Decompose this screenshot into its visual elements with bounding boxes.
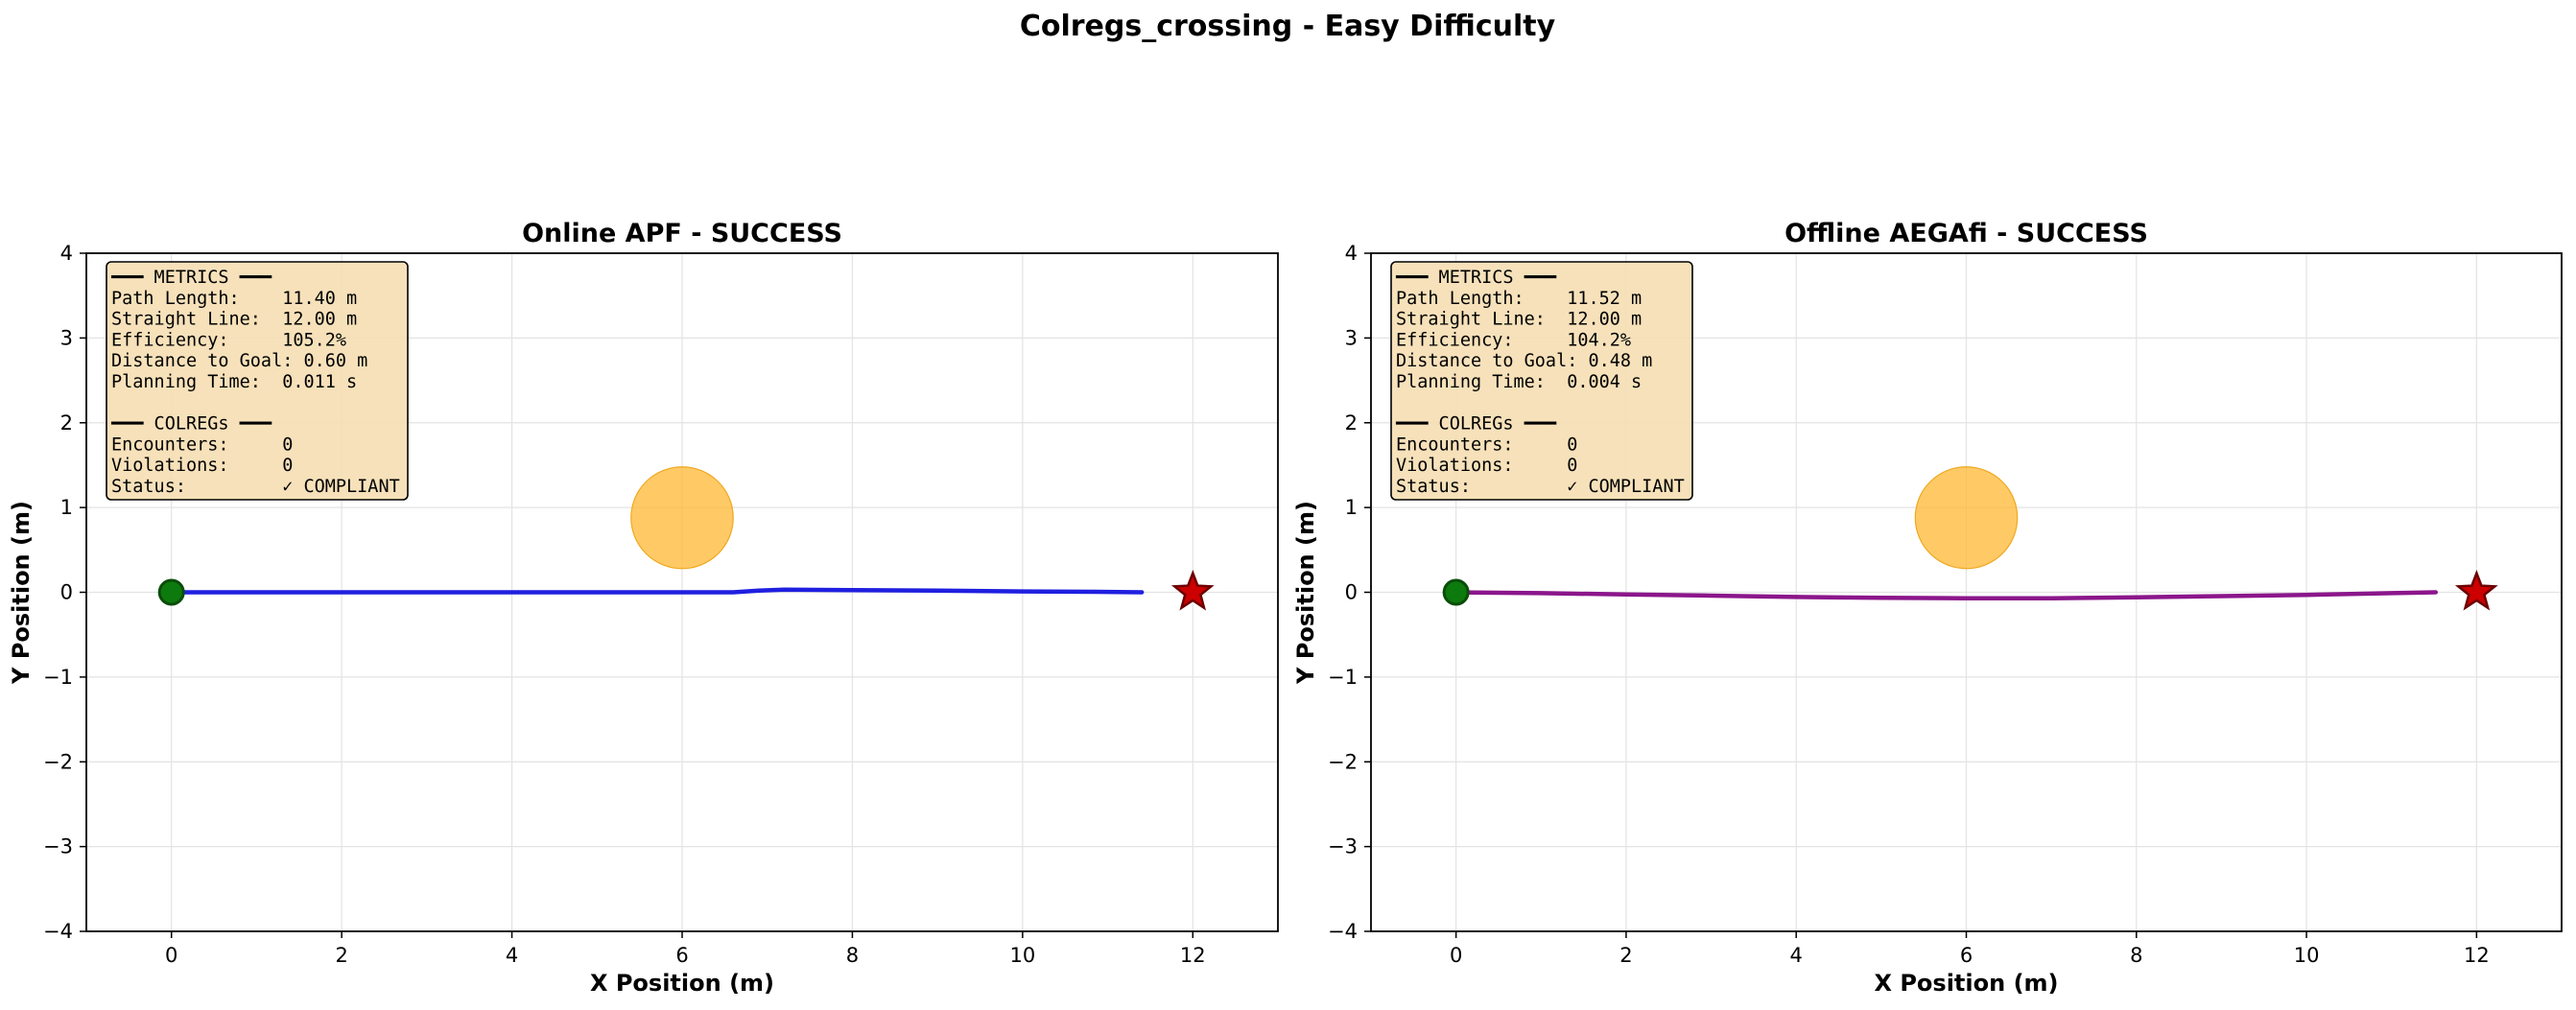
x-tick-label: 4 bbox=[1790, 944, 1803, 967]
y-tick-label: −1 bbox=[1328, 666, 1358, 689]
metrics-line: Path Length: 11.40 m bbox=[111, 289, 357, 309]
metrics-box bbox=[106, 261, 409, 501]
y-tick-label: −2 bbox=[43, 750, 73, 773]
y-tick-label: 3 bbox=[60, 326, 73, 349]
y-tick-label: −3 bbox=[1328, 835, 1358, 858]
x-tick-label: 6 bbox=[1960, 944, 1973, 967]
obstacle-circle bbox=[1914, 466, 2019, 570]
metrics-box bbox=[1390, 261, 1693, 501]
start-marker bbox=[1442, 578, 1470, 606]
metrics-line: Planning Time: 0.004 s bbox=[1396, 372, 1642, 392]
metrics-line: ━━━ METRICS ━━━ bbox=[1395, 268, 1557, 288]
y-tick-label: 3 bbox=[1345, 326, 1358, 349]
y-tick-label: 4 bbox=[60, 242, 73, 265]
y-tick-label: −4 bbox=[1328, 920, 1358, 943]
x-tick-label: 0 bbox=[165, 944, 177, 967]
metrics-line: Efficiency: 105.2% bbox=[111, 330, 346, 350]
x-tick-label: 0 bbox=[1450, 944, 1462, 967]
metrics-line: Encounters: 0 bbox=[1396, 435, 1577, 455]
trajectory-line bbox=[169, 587, 1145, 595]
y-tick-label: 4 bbox=[1345, 242, 1358, 265]
x-tick-label: 10 bbox=[1009, 944, 1035, 967]
obstacle-circle bbox=[630, 466, 734, 570]
metrics-line: Status: ✓ COMPLIANT bbox=[111, 477, 400, 497]
x-tick-label: 4 bbox=[506, 944, 518, 967]
y-tick-label: 2 bbox=[1345, 411, 1358, 435]
figure-title: Colregs_crossing - Easy Difficulty bbox=[1020, 10, 1556, 43]
metrics-line: Straight Line: 12.00 m bbox=[1396, 310, 1642, 330]
metrics-line: Status: ✓ COMPLIANT bbox=[1396, 477, 1685, 497]
y-tick-label: −1 bbox=[43, 666, 73, 689]
y-axis-label: Y Position (m) bbox=[8, 501, 35, 685]
metrics-line: Violations: 0 bbox=[1396, 456, 1577, 476]
goal-star-marker bbox=[2454, 569, 2498, 611]
metrics-line: ━━━ COLREGs ━━━ bbox=[1395, 414, 1557, 435]
metrics-line: Distance to Goal: 0.60 m bbox=[111, 351, 367, 371]
x-axis-label: X Position (m) bbox=[590, 970, 774, 997]
y-tick-label: −2 bbox=[1328, 750, 1358, 773]
metrics-line: Straight Line: 12.00 m bbox=[111, 310, 357, 330]
x-tick-label: 6 bbox=[675, 944, 688, 967]
x-tick-label: 12 bbox=[2464, 944, 2490, 967]
y-tick-label: −4 bbox=[43, 920, 73, 943]
x-tick-label: 8 bbox=[2130, 944, 2142, 967]
x-axis-label: X Position (m) bbox=[1874, 970, 2058, 997]
metrics-line: Violations: 0 bbox=[111, 456, 293, 476]
y-tick-label: 1 bbox=[1345, 496, 1358, 519]
y-tick-label: 1 bbox=[60, 496, 73, 519]
metrics-line: ━━━ METRICS ━━━ bbox=[110, 268, 272, 288]
y-axis-label: Y Position (m) bbox=[1292, 501, 1319, 685]
y-tick-label: 0 bbox=[1345, 581, 1358, 604]
panel-title: Online APF - SUCCESS bbox=[522, 219, 842, 248]
y-tick-label: −3 bbox=[43, 835, 73, 858]
metrics-line: Path Length: 11.52 m bbox=[1396, 289, 1642, 309]
metrics-line: Planning Time: 0.011 s bbox=[111, 372, 357, 392]
x-tick-label: 10 bbox=[2294, 944, 2320, 967]
x-tick-label: 2 bbox=[1619, 944, 1632, 967]
metrics-line: Encounters: 0 bbox=[111, 435, 293, 455]
trajectory-line bbox=[1453, 590, 2439, 600]
panel-title: Offline AEGAfi - SUCCESS bbox=[1784, 219, 2148, 248]
x-tick-label: 2 bbox=[335, 944, 347, 967]
x-tick-label: 8 bbox=[846, 944, 859, 967]
metrics-line: Distance to Goal: 0.48 m bbox=[1396, 351, 1652, 371]
x-tick-label: 12 bbox=[1180, 944, 1206, 967]
metrics-line: ━━━ COLREGs ━━━ bbox=[110, 414, 272, 435]
start-marker bbox=[157, 578, 185, 606]
goal-star-marker bbox=[1170, 569, 1215, 611]
y-tick-label: 0 bbox=[60, 581, 73, 604]
y-tick-label: 2 bbox=[60, 411, 73, 435]
metrics-line: Efficiency: 104.2% bbox=[1396, 330, 1631, 350]
